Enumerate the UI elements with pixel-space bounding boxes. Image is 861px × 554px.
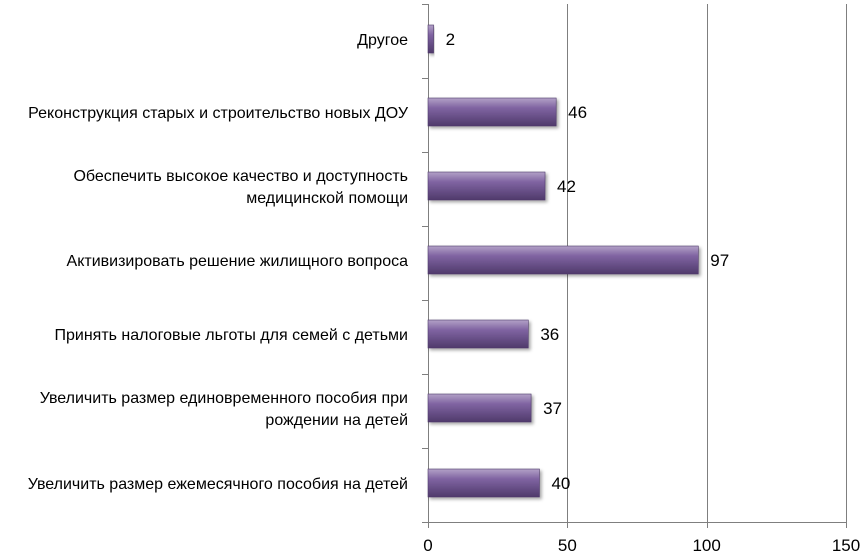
bar-5 xyxy=(427,319,529,349)
bar-3 xyxy=(427,171,546,201)
category-label-line: Другое xyxy=(357,32,408,49)
bar-1 xyxy=(427,24,434,54)
data-label-4: 97 xyxy=(710,251,729,270)
category-labels: Другое Реконструкция старых и строительст… xyxy=(28,32,409,493)
category-label-line: Обеспечить высокое качество и доступност… xyxy=(73,168,408,185)
category-label-line: Увеличить размер ежемесячного пособия на… xyxy=(28,476,408,493)
category-label-line: Увеличить размер единовременного пособия… xyxy=(40,390,408,407)
x-tick-label-50: 50 xyxy=(558,536,577,554)
category-label-line: Активизировать решение жилищного вопроса xyxy=(67,253,409,270)
x-tick-label-100: 100 xyxy=(692,536,720,554)
x-tick-label-0: 0 xyxy=(423,536,432,554)
x-tick-label-150: 150 xyxy=(832,536,860,554)
x-tick-labels: 0 50 100 150 xyxy=(423,536,860,554)
category-label-2: Реконструкция старых и строительство нов… xyxy=(28,105,409,122)
category-label-line: рождении на детей xyxy=(265,412,408,429)
bar-6 xyxy=(427,393,532,423)
category-label-7: Увеличить размер ежемесячного пособия на… xyxy=(28,476,408,493)
category-label-3: Обеспечить высокое качество и доступност… xyxy=(73,168,408,207)
category-label-6: Увеличить размер единовременного пособия… xyxy=(40,390,408,429)
bars xyxy=(427,24,699,498)
category-label-5: Принять налоговые льготы для семей с дет… xyxy=(54,327,408,344)
category-label-line: Реконструкция старых и строительство нов… xyxy=(28,105,409,122)
data-label-3: 42 xyxy=(557,177,576,196)
bar-7 xyxy=(427,468,540,498)
data-label-1: 2 xyxy=(446,30,455,49)
data-label-2: 46 xyxy=(568,103,587,122)
category-label-4: Активизировать решение жилищного вопроса xyxy=(67,253,409,270)
data-label-6: 37 xyxy=(543,399,562,418)
bar-4 xyxy=(427,245,699,275)
bar-2 xyxy=(427,97,557,127)
category-label-line: медицинской помощи xyxy=(246,190,408,207)
category-label-1: Другое xyxy=(357,32,408,49)
category-label-line: Принять налоговые льготы для семей с дет… xyxy=(54,327,408,344)
data-label-5: 36 xyxy=(540,325,559,344)
data-label-7: 40 xyxy=(551,474,570,493)
data-labels: 2 46 42 97 36 37 40 xyxy=(446,30,730,493)
